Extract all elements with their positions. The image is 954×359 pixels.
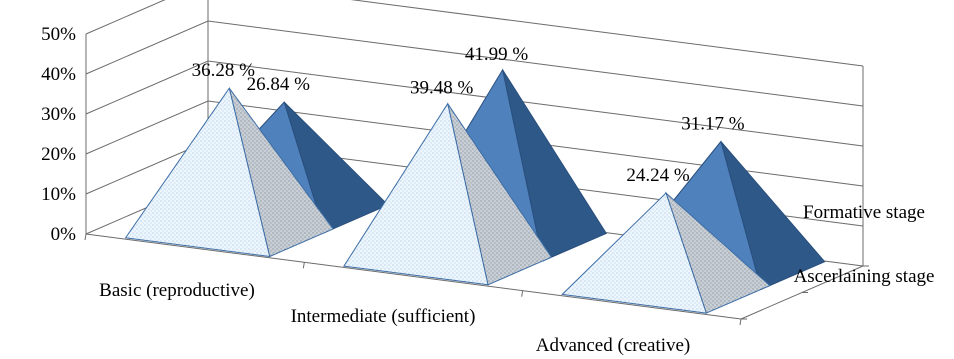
pyramid-ascerlaining-stage-advanced-creative — [561, 191, 771, 314]
labels: 0% 10% 20% 30% 40% 50% Basic (reproductive) Int… — [41, 24, 934, 356]
category-axis — [85, 233, 742, 320]
y-tick-label: 40% — [41, 64, 76, 85]
category-tick — [739, 318, 742, 326]
category-label-intermediate-sufficient: Intermediate (sufficient) — [291, 306, 476, 327]
data-label-formative-stage-basic-reproductive: 26.84 % — [247, 74, 311, 95]
data-label-formative-stage-intermediate-sufficient: 41.99 % — [465, 44, 529, 65]
y-tick-label: 50% — [41, 24, 76, 45]
data-label-ascerlaining-stage-basic-reproductive: 36.28 % — [192, 60, 256, 81]
data-label-formative-stage-advanced-creative: 31.17 % — [681, 113, 745, 134]
category-label-advanced-creative: Advanced (creative) — [536, 335, 691, 356]
pyramid-front-face — [124, 86, 271, 258]
series-label-formative-stage: Formative stage — [803, 202, 925, 223]
data-label-ascerlaining-stage-advanced-creative: 24.24 % — [626, 165, 690, 186]
gridline — [85, 0, 864, 67]
y-tick-label: 0% — [51, 224, 77, 245]
category-tick — [302, 262, 305, 269]
category-tick — [521, 290, 524, 297]
data-label-ascerlaining-stage-intermediate-sufficient: 39.48 % — [410, 78, 474, 99]
category-label-basic-reproductive: Basic (reproductive) — [99, 280, 255, 301]
y-tick-label: 10% — [41, 184, 76, 205]
axes — [84, 0, 869, 326]
pyramids — [124, 68, 826, 314]
series-label-ascerlaining-stage: Ascerlaining stage — [794, 266, 935, 287]
pyramid-ascerlaining-stage-intermediate-sufficient — [343, 102, 553, 286]
y-tick-label: 20% — [41, 144, 76, 165]
pyramid-front-face — [343, 102, 489, 286]
pyramid-front-face — [561, 192, 708, 314]
pyramid-ascerlaining-stage-basic-reproductive — [124, 86, 334, 258]
y-tick-label: 30% — [41, 104, 76, 125]
category-tick — [84, 233, 87, 241]
